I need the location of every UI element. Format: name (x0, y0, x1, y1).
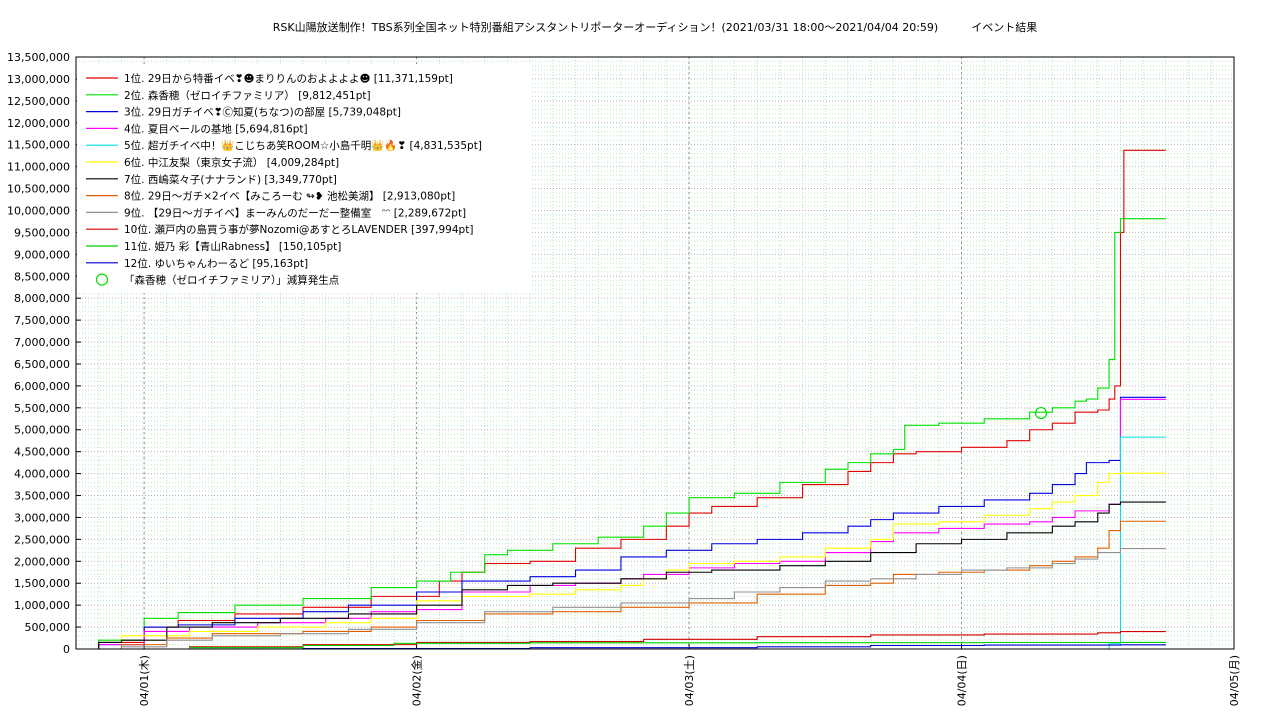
x-tick-label: 04/03(土) (683, 655, 696, 706)
legend-entry-12: 12位. ゆいちゃんわーるど [95,163pt] (124, 257, 308, 270)
legend-annotation-marker (95, 273, 109, 286)
y-tick-label: 8,500,000 (14, 270, 70, 283)
y-tick-label: 7,500,000 (14, 314, 70, 327)
y-tick-label: 13,000,000 (7, 73, 70, 86)
y-tick-label: 4,500,000 (14, 446, 70, 459)
y-tick-label: 4,000,000 (14, 468, 70, 481)
y-tick-label: 10,000,000 (7, 204, 70, 217)
legend-entry-9: 9位. 【29日〜ガチイベ】まーみんのだーだー整備室 ᵔᵔ [2,289,672… (124, 206, 466, 219)
legend-entry-10: 10位. 瀬戸内の島買う事が夢Nozomi@あすとろLAVENDER [397,… (124, 223, 473, 236)
series-line-4 (76, 398, 1166, 650)
legend-entry-7: 7位. 西嶋菜々子(ナナランド) [3,349,770pt] (124, 173, 337, 186)
y-tick-label: 5,000,000 (14, 424, 70, 437)
y-tick-label: 2,500,000 (14, 533, 70, 546)
series-line-1 (76, 149, 1166, 650)
y-tick-label: 7,000,000 (14, 336, 70, 349)
y-tick-label: 12,500,000 (7, 95, 70, 108)
y-tick-label: 1,000,000 (14, 599, 70, 612)
y-tick-label: 6,000,000 (14, 380, 70, 393)
series-line-6 (76, 472, 1166, 650)
legend-entry-2: 2位. 森香穂（ゼロイチファミリア） [9,812,451pt] (124, 89, 371, 102)
chart-title: RSK山陽放送制作！TBS系列全国ネット特別番組アシスタントリポーターオーディシ… (272, 21, 1038, 34)
legend-entry-3: 3位. 29日ガチイベ❣Ⓒ知夏(ちなつ)の部屋 [5,739,048pt] (124, 106, 401, 119)
annotation-marker (1034, 406, 1048, 420)
y-tick-label: 11,500,000 (7, 139, 70, 152)
legend-entry-8: 8位. 29日〜ガチ×2イベ【みころーむ ↬❥ 池松美湖】 [2,913,080… (124, 190, 455, 203)
y-tick-label: 10,500,000 (7, 183, 70, 196)
series-line-2 (76, 218, 1166, 650)
series-line-11 (76, 641, 1166, 650)
plot-frame (75, 56, 1235, 650)
y-tick-label: 9,500,000 (14, 226, 70, 239)
y-tick-label: 0 (63, 643, 70, 656)
x-tick-label: 04/01(木) (138, 655, 151, 706)
legend-entry-11: 11位. 姫乃 彩【青山Rabness】 [150,105pt] (124, 240, 341, 253)
x-tick-label: 04/05(月) (1228, 655, 1241, 706)
y-tick-label: 2,000,000 (14, 555, 70, 568)
x-tick-label: 04/02(金) (410, 655, 424, 706)
y-tick-label: 3,000,000 (14, 511, 70, 524)
y-tick-label: 500,000 (25, 621, 71, 634)
y-tick-label: 9,000,000 (14, 248, 70, 261)
series-line-9 (76, 548, 1166, 650)
legend-annotation-label: 「森香穂（ゼロイチファミリア）」減算発生点 (124, 274, 339, 287)
y-tick-label: 11,000,000 (7, 161, 70, 174)
y-tick-label: 6,500,000 (14, 358, 70, 371)
x-tick-label: 04/04(日) (956, 655, 969, 706)
y-tick-label: 5,500,000 (14, 402, 70, 415)
y-tick-label: 8,000,000 (14, 292, 70, 305)
y-tick-label: 12,000,000 (7, 117, 70, 130)
y-tick-label: 3,500,000 (14, 490, 70, 503)
legend-entry-1: 1位. 29日から特番イベ❣☻まりりんのおよよよよ☻ [11,371,159pt… (124, 72, 453, 85)
legend-entry-4: 4位. 夏目ベールの基地 [5,694,816pt] (124, 122, 308, 135)
legend-entry-5: 5位. 超ガチイベ中！👑こじちあ笑ROOM☆小島千明👑🔥❣ [4,831,535… (124, 139, 482, 152)
series-line-7 (76, 501, 1166, 650)
legend-box (77, 65, 532, 293)
y-tick-label: 13,500,000 (7, 51, 70, 64)
y-tick-label: 1,500,000 (14, 577, 70, 590)
legend-entry-6: 6位. 中江友梨（東京女子流） [4,009,284pt] (124, 156, 339, 169)
